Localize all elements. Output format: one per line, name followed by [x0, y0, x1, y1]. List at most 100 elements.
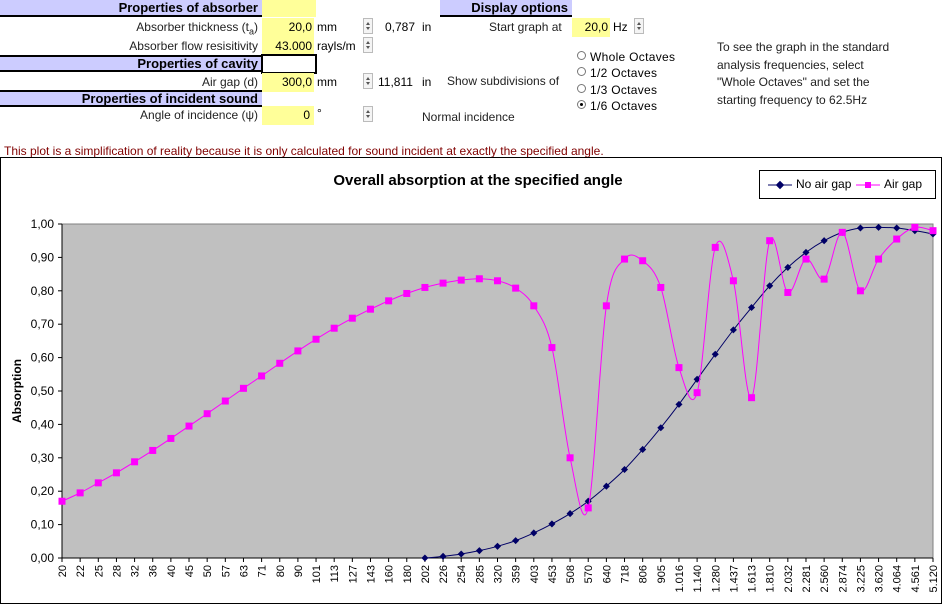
- data-point-no-air-gap: [748, 303, 756, 312]
- data-point-no-air-gap: [475, 547, 483, 555]
- absorption-chart: Overall absorption at the specified angl…: [10, 172, 940, 593]
- radio-half-octaves[interactable]: [577, 67, 586, 76]
- start-input[interactable]: 20,0: [572, 18, 610, 37]
- angle-input[interactable]: 0: [262, 106, 314, 125]
- subdiv-label: Show subdivisions of: [447, 74, 560, 88]
- y-tick-label: 1,00: [31, 217, 55, 231]
- x-tick-label: 1.437: [728, 565, 740, 593]
- x-tick-label: 2.874: [837, 565, 849, 593]
- y-tick-label: 0,70: [31, 317, 55, 331]
- data-point-air-gap: [403, 289, 411, 297]
- data-point-no-air-gap: [421, 554, 429, 562]
- gap-label: Air gap (d): [201, 75, 258, 89]
- resistivity-unit: rayls/m: [317, 39, 356, 53]
- data-point-no-air-gap: [439, 552, 447, 560]
- radio-whole-octaves[interactable]: [577, 51, 586, 60]
- data-point-air-gap: [548, 344, 556, 352]
- x-tick-label: 2.032: [783, 565, 795, 593]
- thickness-spinner[interactable]: [363, 18, 373, 34]
- gap-spinner[interactable]: [363, 73, 373, 89]
- data-point-air-gap: [621, 255, 629, 263]
- data-point-air-gap: [929, 227, 937, 235]
- x-tick-label: 453: [547, 565, 559, 583]
- data-point-air-gap: [530, 302, 538, 310]
- resistivity-spinner[interactable]: [363, 37, 373, 53]
- data-point-air-gap: [330, 324, 338, 332]
- thickness-label: Absorber thickness (ta): [60, 20, 258, 36]
- data-point-air-gap: [893, 235, 901, 243]
- data-point-air-gap: [185, 422, 193, 430]
- data-point-air-gap: [802, 255, 810, 263]
- x-tick-label: 127: [347, 565, 359, 583]
- x-tick-label: 113: [329, 565, 341, 583]
- radio-sixth-octaves[interactable]: [577, 100, 586, 109]
- data-point-air-gap: [494, 277, 501, 285]
- x-tick-label: 359: [511, 565, 523, 583]
- plot-area: [61, 223, 934, 559]
- radio-label-whole: Whole Octaves: [590, 50, 676, 64]
- absorber-header-yellow: [262, 0, 316, 17]
- data-point-no-air-gap: [493, 542, 502, 550]
- data-point-air-gap: [838, 228, 846, 236]
- x-tick-label: 1.613: [747, 565, 759, 593]
- data-point-air-gap: [312, 335, 320, 343]
- chart-legend: No air gap Air gap: [759, 170, 936, 199]
- x-tick-label: 36: [148, 565, 160, 577]
- gap-input[interactable]: 300,0: [262, 73, 314, 92]
- data-point-air-gap: [149, 446, 157, 454]
- data-point-no-air-gap: [512, 537, 520, 545]
- data-point-air-gap: [421, 283, 429, 291]
- thickness-unit: mm: [317, 20, 337, 34]
- legend-no-gap: No air gap: [796, 177, 852, 191]
- help-line: analysis frequencies, select: [717, 57, 864, 72]
- data-point-air-gap: [203, 410, 211, 418]
- data-point-air-gap: [657, 283, 665, 291]
- angle-spinner[interactable]: [363, 106, 373, 122]
- data-point-air-gap: [348, 314, 356, 322]
- selected-cell[interactable]: [261, 54, 317, 74]
- data-point-no-air-gap: [711, 350, 719, 358]
- legend-swatches: [768, 180, 880, 190]
- x-tick-label: 25: [93, 565, 105, 577]
- y-tick-label: 0,00: [31, 551, 55, 565]
- data-point-no-air-gap: [802, 248, 810, 256]
- x-tick-label: 63: [238, 565, 250, 577]
- x-tick-label: 45: [184, 565, 196, 577]
- x-tick-label: 71: [257, 565, 269, 577]
- radio-third-octaves[interactable]: [577, 84, 586, 93]
- chart-title: Overall absorption at the specified angl…: [333, 172, 622, 189]
- y-tick-label: 0,50: [31, 384, 55, 398]
- thickness-input[interactable]: 20,0: [262, 18, 314, 37]
- data-point-air-gap: [675, 364, 683, 372]
- resistivity-input[interactable]: 43.000: [262, 37, 314, 56]
- data-point-air-gap: [639, 257, 647, 265]
- data-point-no-air-gap: [675, 400, 683, 408]
- x-tick-label: 3.620: [874, 565, 886, 593]
- data-point-no-air-gap: [639, 445, 647, 453]
- x-tick-label: 905: [656, 565, 668, 583]
- cavity-header: Properties of cavity: [0, 55, 262, 72]
- data-point-air-gap: [711, 243, 719, 251]
- chart-area[interactable]: Overall absorption at the specified angl…: [0, 157, 942, 604]
- data-point-no-air-gap: [729, 326, 737, 334]
- x-tick-label: 254: [456, 565, 468, 583]
- data-point-no-air-gap: [766, 282, 774, 290]
- gap-unit: mm: [317, 75, 337, 89]
- y-axis-label: Absorption: [10, 359, 24, 423]
- x-tick-label: 28: [111, 565, 123, 577]
- x-tick-label: 4.561: [910, 565, 922, 593]
- data-point-air-gap: [439, 279, 447, 287]
- data-point-no-air-gap: [784, 263, 792, 271]
- radio-label-third: 1/3 Octaves: [590, 83, 658, 97]
- data-point-no-air-gap: [620, 465, 629, 474]
- x-tick-label: 22: [75, 565, 87, 577]
- data-point-no-air-gap: [820, 237, 828, 245]
- data-point-air-gap: [457, 276, 465, 284]
- data-point-air-gap: [385, 297, 393, 305]
- y-tick-label: 0,60: [31, 351, 55, 365]
- x-tick-label: 1.140: [692, 565, 704, 593]
- cavity-header-text: Properties of cavity: [137, 56, 258, 71]
- start-spinner[interactable]: [634, 18, 644, 34]
- x-tick-label: 320: [493, 565, 505, 583]
- y-tick-label: 0,90: [31, 250, 55, 264]
